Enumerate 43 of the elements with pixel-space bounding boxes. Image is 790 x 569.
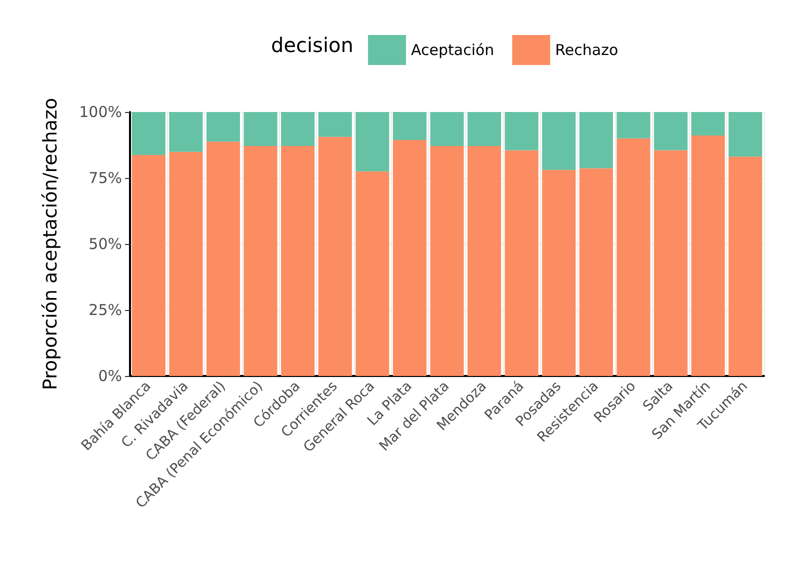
bar [206,112,240,142]
y-tick-label: 50% [88,235,122,253]
bar [430,112,464,146]
bar [281,146,315,376]
y-tick-label: 100% [79,103,122,121]
bar [392,112,426,140]
bar [468,146,502,376]
bar [654,112,688,150]
bar [318,136,352,376]
bar [169,112,203,152]
legend-label: Rechazo [555,41,618,59]
bar [132,112,166,156]
bar [728,112,762,157]
bar [579,112,613,168]
bar [468,112,502,146]
bar [356,171,390,376]
bar [504,150,538,376]
bar [616,138,650,376]
y-tick-label: 25% [88,301,122,319]
y-tick-label: 75% [88,169,122,187]
bar [654,150,688,376]
bar [728,156,762,376]
bar [281,112,315,146]
bar [244,146,278,376]
bar [206,142,240,376]
legend-title: decision [271,33,354,57]
bar [542,170,576,376]
bar [691,135,725,376]
legend-label: Aceptación [411,41,494,59]
y-axis-title: Proporción aceptación/rechazo [40,98,62,390]
y-tick-label: 0% [98,367,122,385]
bar [132,155,166,376]
bar [691,112,725,136]
bar [616,112,650,138]
bar [244,112,278,146]
bar [504,112,538,150]
bar [169,152,203,376]
bar [430,146,464,376]
bar [542,112,576,170]
bar [579,168,613,376]
bar [392,140,426,376]
bar [356,112,390,172]
bar [318,112,352,137]
